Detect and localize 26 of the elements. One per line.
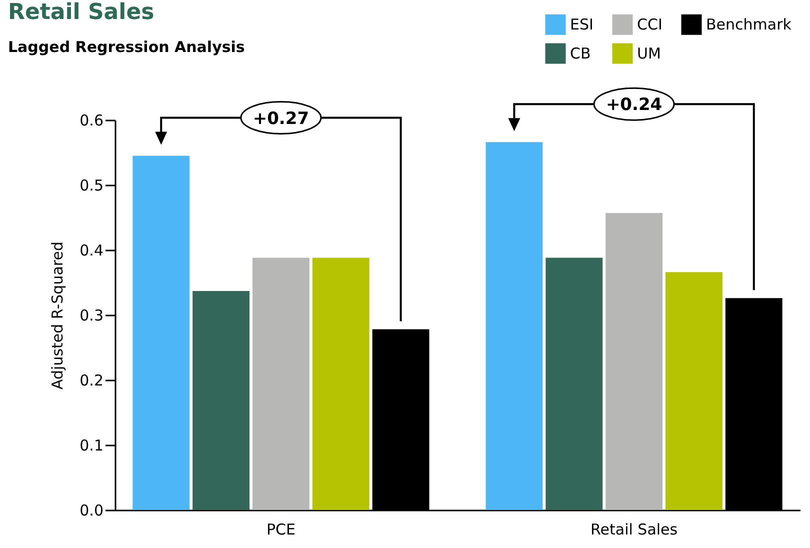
bar [312, 258, 370, 510]
y-tick-label: 0.1 [80, 436, 104, 454]
y-axis-title: Adjusted R-Squared [48, 242, 67, 390]
bar [546, 258, 603, 510]
bar [252, 258, 310, 510]
y-tick-label: 0.4 [80, 242, 104, 260]
legend-label: CCI [637, 16, 662, 34]
legend-label: CB [570, 44, 591, 62]
annotation: +0.27 [252, 108, 310, 129]
bar [666, 272, 722, 510]
y-tick-label: 0.5 [80, 176, 104, 194]
y-tick-label: 0.2 [80, 372, 104, 390]
legend-label: UM [637, 44, 661, 62]
text: +0.24 [606, 95, 662, 116]
legend-label: Benchmark [706, 16, 792, 34]
chart-title: Retail Sales [8, 0, 154, 25]
y-tick-label: 0.3 [80, 306, 104, 324]
bar [192, 290, 250, 510]
bar [486, 142, 543, 510]
bar [132, 156, 190, 510]
x-tick-label: PCE [266, 520, 296, 538]
y-tick-label: 0.6 [80, 112, 104, 130]
legend-label: ESI [570, 16, 594, 34]
y-tick-label: 0.0 [80, 502, 104, 520]
chart-subtitle: Lagged Regression Analysis [8, 38, 245, 56]
bar [606, 212, 663, 510]
